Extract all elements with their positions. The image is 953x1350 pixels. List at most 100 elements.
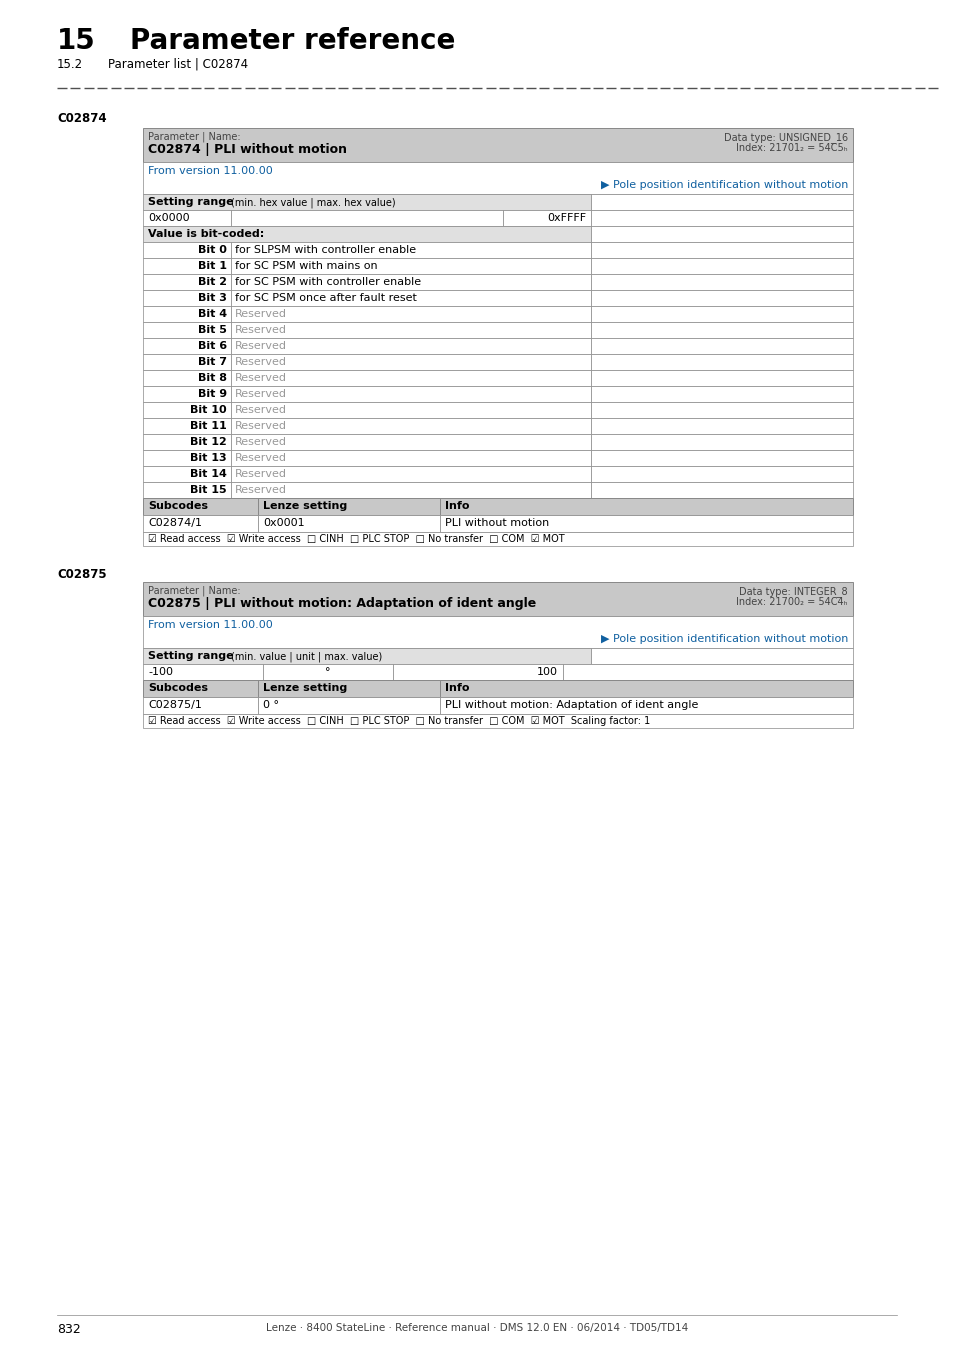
- Bar: [143, 290, 231, 306]
- Text: Bit 7: Bit 7: [198, 356, 227, 367]
- Bar: [590, 194, 852, 211]
- Text: Reserved: Reserved: [234, 454, 287, 463]
- Text: Lenze setting: Lenze setting: [263, 501, 347, 512]
- Text: Data type: INTEGER_8: Data type: INTEGER_8: [739, 586, 847, 597]
- Text: Index: 21701₂ = 54C5ₕ: Index: 21701₂ = 54C5ₕ: [736, 143, 847, 153]
- Bar: [143, 532, 852, 545]
- Text: 0x0000: 0x0000: [148, 213, 190, 223]
- Bar: [393, 664, 562, 680]
- Bar: [231, 370, 590, 386]
- Bar: [143, 354, 231, 370]
- Text: ☑ Read access  ☑ Write access  □ CINH  □ PLC STOP  □ No transfer  □ COM  ☑ MOT  : ☑ Read access ☑ Write access □ CINH □ PL…: [148, 716, 650, 726]
- Text: Bit 9: Bit 9: [197, 389, 227, 400]
- Text: Bit 12: Bit 12: [190, 437, 227, 447]
- Text: Reserved: Reserved: [234, 405, 287, 414]
- Bar: [590, 242, 852, 258]
- Bar: [143, 616, 852, 648]
- Text: Bit 1: Bit 1: [198, 261, 227, 271]
- Text: Bit 10: Bit 10: [191, 405, 227, 414]
- Text: Reserved: Reserved: [234, 325, 287, 335]
- Bar: [590, 433, 852, 450]
- Text: C02875/1: C02875/1: [148, 701, 202, 710]
- Text: Reserved: Reserved: [234, 356, 287, 367]
- Bar: [143, 664, 263, 680]
- Text: 0 °: 0 °: [263, 701, 278, 710]
- Bar: [590, 225, 852, 242]
- Text: Parameter | Name:: Parameter | Name:: [148, 586, 240, 597]
- Text: °: °: [325, 667, 331, 676]
- Text: Bit 0: Bit 0: [198, 244, 227, 255]
- Bar: [143, 162, 852, 194]
- Bar: [143, 514, 257, 532]
- Text: From version 11.00.00: From version 11.00.00: [148, 620, 273, 630]
- Text: ☑ Read access  ☑ Write access  □ CINH  □ PLC STOP  □ No transfer  □ COM  ☑ MOT: ☑ Read access ☑ Write access □ CINH □ PL…: [148, 535, 564, 544]
- Text: ▶ Pole position identification without motion: ▶ Pole position identification without m…: [600, 180, 847, 190]
- Bar: [143, 386, 231, 402]
- Text: 100: 100: [537, 667, 558, 676]
- Bar: [439, 697, 852, 714]
- Text: Bit 15: Bit 15: [191, 485, 227, 495]
- Bar: [143, 306, 231, 323]
- Text: 0xFFFF: 0xFFFF: [546, 213, 585, 223]
- Bar: [231, 290, 590, 306]
- Text: for SLPSM with controller enable: for SLPSM with controller enable: [234, 244, 416, 255]
- Bar: [143, 680, 257, 697]
- Text: Parameter | Name:: Parameter | Name:: [148, 132, 240, 143]
- Text: Reserved: Reserved: [234, 342, 287, 351]
- Text: for SC PSM once after fault reset: for SC PSM once after fault reset: [234, 293, 416, 302]
- Text: Bit 8: Bit 8: [198, 373, 227, 383]
- Text: -100: -100: [148, 667, 172, 676]
- Bar: [143, 450, 231, 466]
- Bar: [590, 450, 852, 466]
- Text: Setting range: Setting range: [148, 197, 237, 207]
- Bar: [143, 274, 231, 290]
- Bar: [590, 402, 852, 418]
- Bar: [439, 514, 852, 532]
- Bar: [231, 306, 590, 323]
- Bar: [231, 386, 590, 402]
- Bar: [231, 466, 590, 482]
- Bar: [143, 433, 231, 450]
- Bar: [231, 354, 590, 370]
- Text: Reserved: Reserved: [234, 485, 287, 495]
- Bar: [143, 323, 231, 338]
- Text: for SC PSM with controller enable: for SC PSM with controller enable: [234, 277, 420, 288]
- Text: Reserved: Reserved: [234, 309, 287, 319]
- Text: Bit 11: Bit 11: [190, 421, 227, 431]
- Bar: [562, 664, 852, 680]
- Text: Bit 13: Bit 13: [191, 454, 227, 463]
- Text: PLI without motion: PLI without motion: [444, 518, 549, 528]
- Text: Reserved: Reserved: [234, 421, 287, 431]
- Bar: [231, 418, 590, 433]
- Text: Lenze setting: Lenze setting: [263, 683, 347, 693]
- Text: Reserved: Reserved: [234, 373, 287, 383]
- Bar: [143, 402, 231, 418]
- Bar: [143, 582, 852, 616]
- Bar: [143, 211, 231, 225]
- Bar: [143, 697, 257, 714]
- Text: Lenze · 8400 StateLine · Reference manual · DMS 12.0 EN · 06/2014 · TD05/TD14: Lenze · 8400 StateLine · Reference manua…: [266, 1323, 687, 1332]
- Text: (min. value | unit | max. value): (min. value | unit | max. value): [231, 651, 382, 661]
- Text: C02875: C02875: [57, 568, 107, 580]
- Bar: [143, 128, 852, 162]
- Text: (min. hex value | max. hex value): (min. hex value | max. hex value): [231, 197, 395, 208]
- Bar: [590, 258, 852, 274]
- Bar: [143, 714, 852, 728]
- Bar: [590, 386, 852, 402]
- Bar: [590, 290, 852, 306]
- Text: C02875 | PLI without motion: Adaptation of ident angle: C02875 | PLI without motion: Adaptation …: [148, 597, 536, 610]
- Bar: [590, 211, 852, 225]
- Text: Reserved: Reserved: [234, 468, 287, 479]
- Bar: [231, 242, 590, 258]
- Bar: [257, 498, 439, 514]
- Bar: [143, 648, 590, 664]
- Bar: [257, 680, 439, 697]
- Text: PLI without motion: Adaptation of ident angle: PLI without motion: Adaptation of ident …: [444, 701, 698, 710]
- Text: Setting range: Setting range: [148, 651, 237, 661]
- Bar: [257, 697, 439, 714]
- Bar: [143, 338, 231, 354]
- Bar: [143, 498, 257, 514]
- Bar: [590, 648, 852, 664]
- Bar: [231, 482, 590, 498]
- Text: Bit 2: Bit 2: [198, 277, 227, 288]
